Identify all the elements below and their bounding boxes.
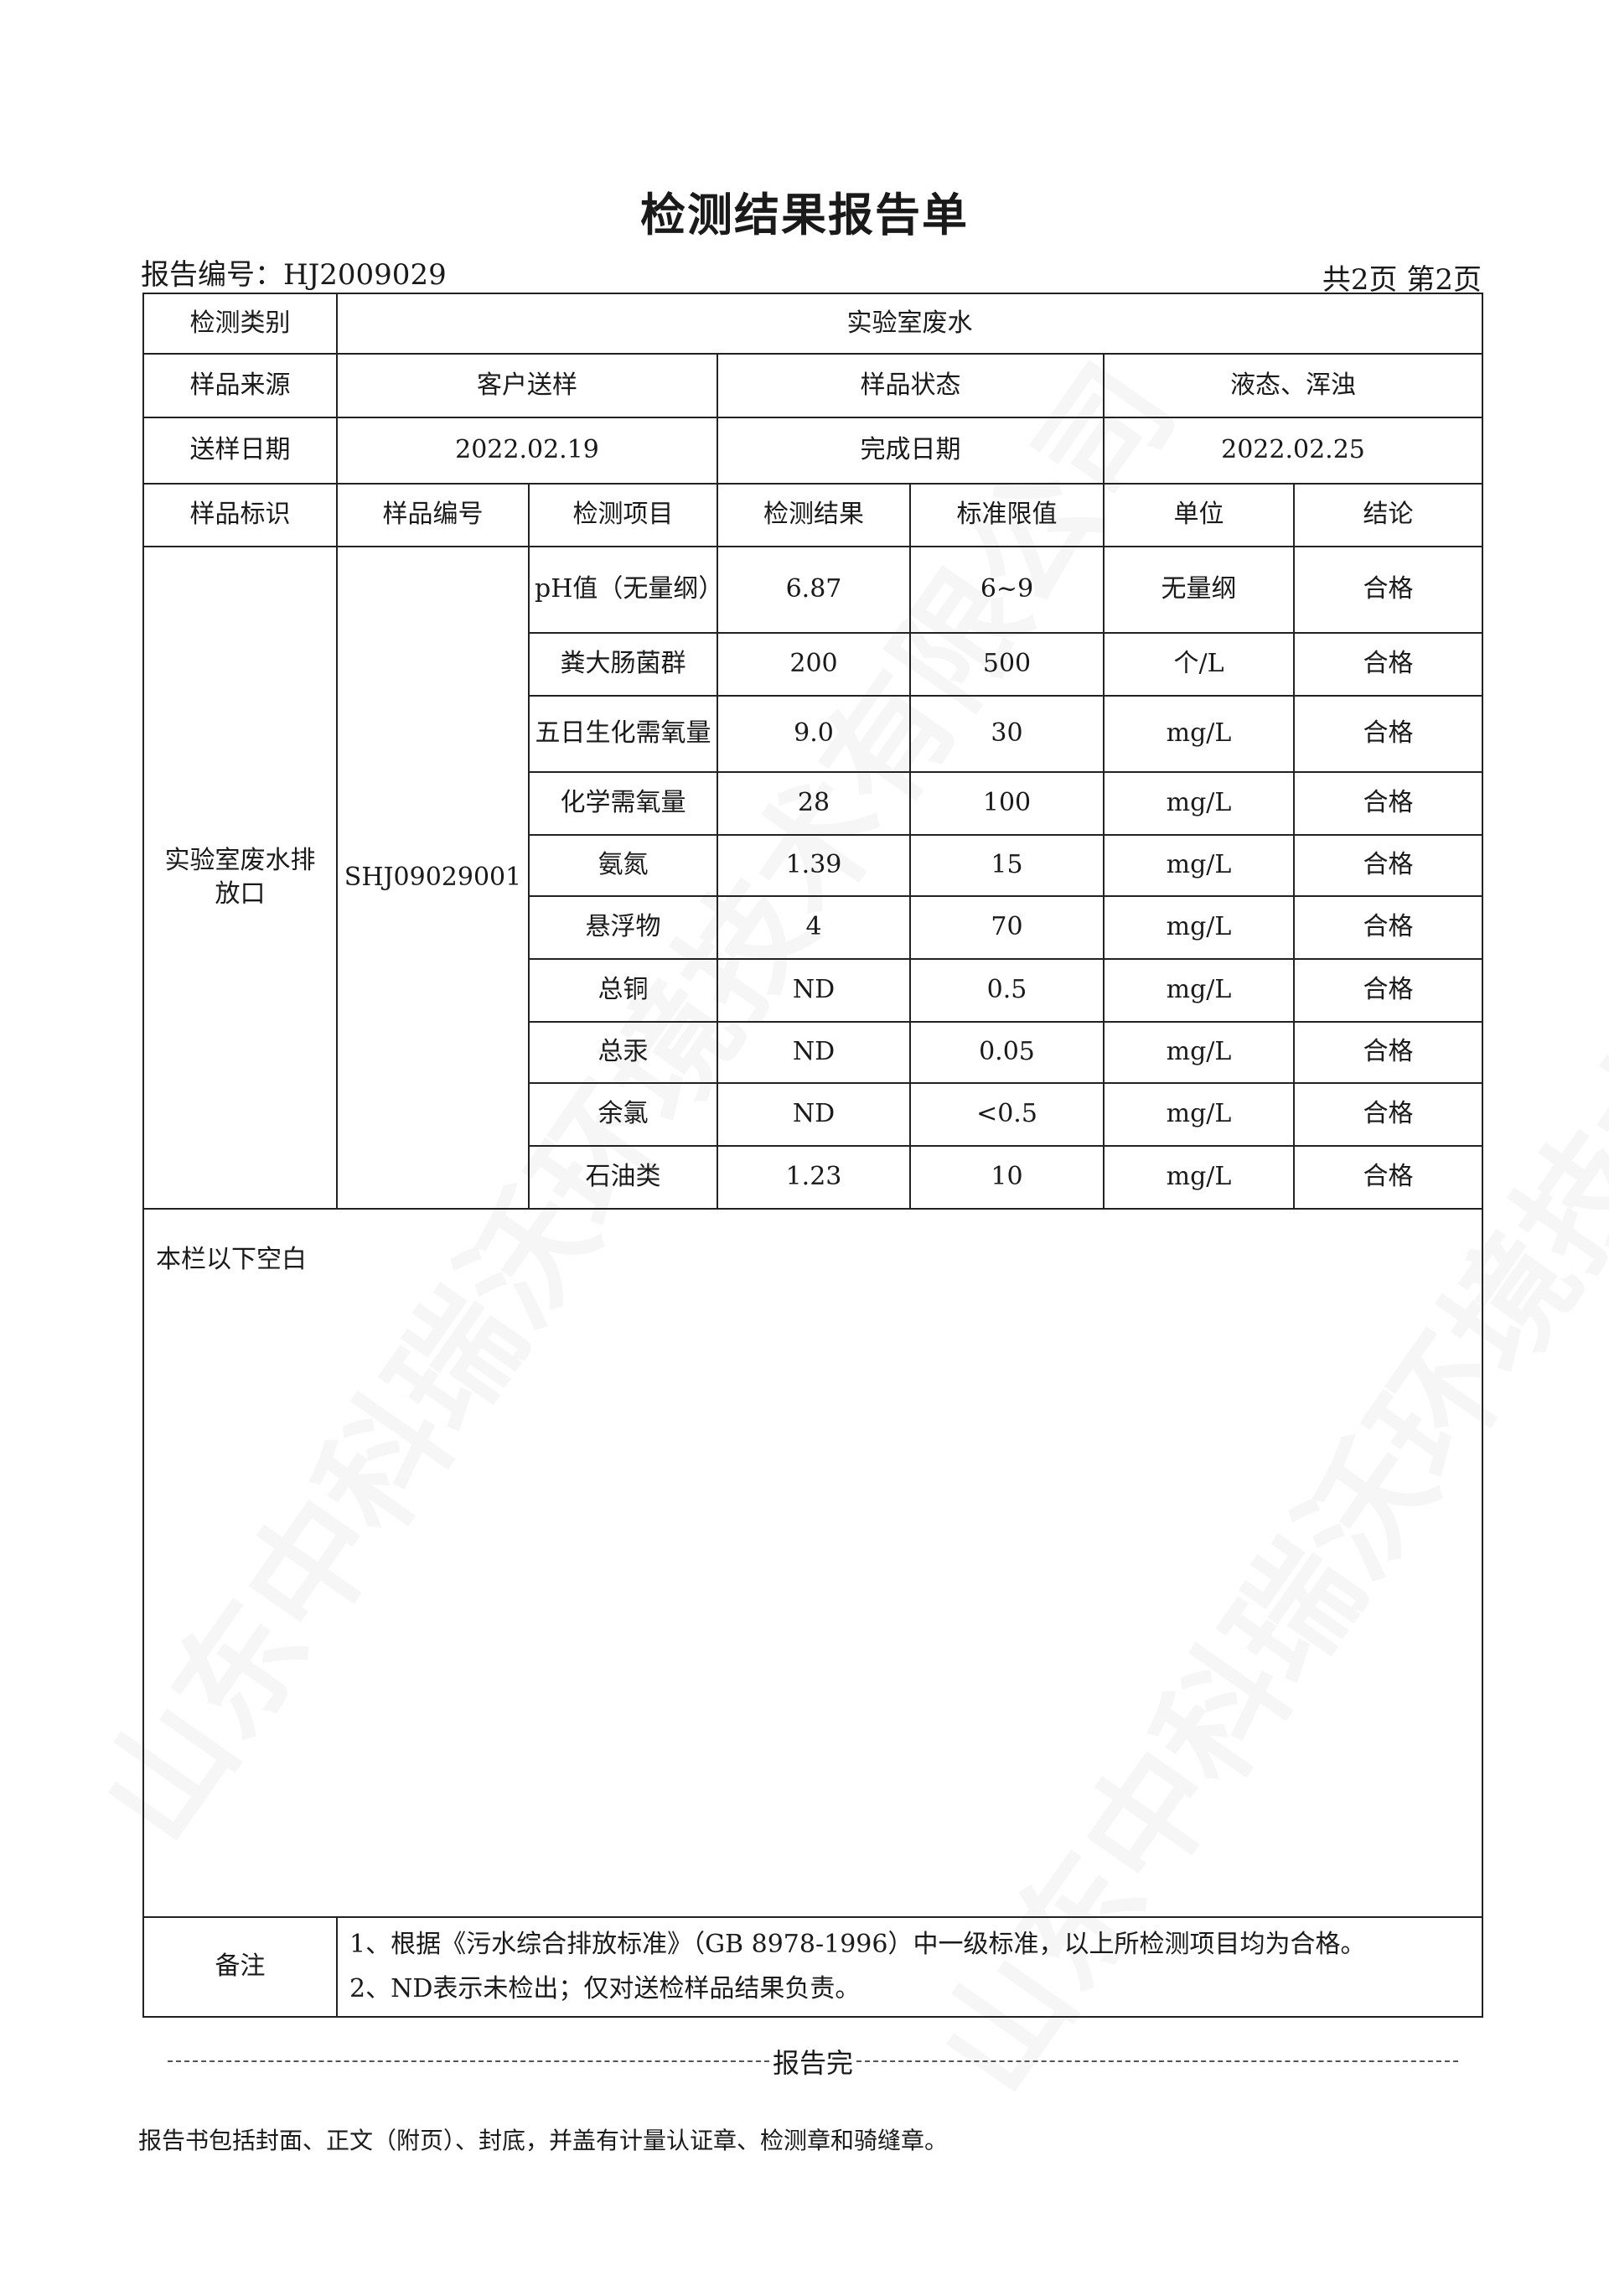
cell-item: 氨氮 <box>528 834 718 897</box>
cell-limit: <0.5 <box>909 1082 1105 1147</box>
table-row: 总汞 ND 0.05 mg/L 合格 <box>143 1021 1484 1084</box>
send-date-value: 2022.02.19 <box>336 417 718 485</box>
table-row: 粪大肠菌群 200 500 个/L 合格 <box>143 632 1484 697</box>
report-end-text: 报告完 <box>773 2047 854 2079</box>
column-header: 检测项目 <box>528 483 718 547</box>
cell-conclusion: 合格 <box>1292 546 1484 634</box>
report-number: 报告编号：HJ2009029 <box>141 258 447 292</box>
column-header: 标准限值 <box>909 483 1105 547</box>
cell-item: 悬浮物 <box>528 895 718 960</box>
cell-result: 28 <box>717 771 911 836</box>
column-header: 检测结果 <box>717 483 911 547</box>
cell-limit: 10 <box>909 1145 1105 1210</box>
divider <box>856 2060 1459 2062</box>
cell-limit: 30 <box>909 695 1105 773</box>
sample-number: SHJ09029001 <box>336 546 530 1210</box>
remark-line: 2、ND表示未检出；仅对送检样品结果负责。 <box>349 1973 861 2003</box>
source-value: 客户送样 <box>336 353 718 418</box>
cell-item: 总汞 <box>528 1021 718 1084</box>
finish-date-label: 完成日期 <box>717 417 1105 485</box>
cell-conclusion: 合格 <box>1292 834 1484 897</box>
remarks-content: 1、根据《污水综合排放标准》（GB 8978-1996）中一级标准，以上所检测项… <box>335 1916 1484 2018</box>
page-title: 检测结果报告单 <box>640 189 969 241</box>
cell-result: 200 <box>717 632 911 697</box>
cell-limit: 0.5 <box>909 958 1105 1023</box>
cell-result: 6.87 <box>717 546 911 634</box>
cell-conclusion: 合格 <box>1292 1145 1484 1210</box>
cell-limit: 0.05 <box>909 1021 1105 1084</box>
cell-limit: 500 <box>909 632 1105 697</box>
cell-result: ND <box>717 958 911 1023</box>
cell-item: 石油类 <box>528 1145 718 1210</box>
remark-line: 1、根据《污水综合排放标准》（GB 8978-1996）中一级标准，以上所检测项… <box>349 1930 1366 1959</box>
cell-result: 4 <box>717 895 911 960</box>
cell-item: 化学需氧量 <box>528 771 718 836</box>
category-value: 实验室废水 <box>335 293 1484 355</box>
column-header: 结论 <box>1292 483 1484 547</box>
cell-conclusion: 合格 <box>1292 958 1484 1023</box>
source-label: 样品来源 <box>142 353 338 418</box>
results-table: 检测类别 实验室废水 样品来源 客户送样 样品状态 液态、浑浊 送样日期 202… <box>142 293 1484 2018</box>
cell-conclusion: 合格 <box>1292 771 1484 836</box>
cell-conclusion: 合格 <box>1292 1021 1484 1084</box>
table-row: 石油类 1.23 10 mg/L 合格 <box>143 1145 1484 1210</box>
finish-date-value: 2022.02.25 <box>1102 417 1484 485</box>
cell-item: 余氯 <box>528 1082 718 1147</box>
table-row: 化学需氧量 28 100 mg/L 合格 <box>143 771 1484 836</box>
cell-unit: mg/L <box>1103 695 1295 773</box>
cell-unit: mg/L <box>1103 1021 1295 1084</box>
cell-unit: mg/L <box>1103 771 1295 836</box>
cell-limit: 100 <box>909 771 1105 836</box>
cell-item: 五日生化需氧量 <box>528 695 718 773</box>
divider <box>168 2060 769 2062</box>
table-row: 总铜 ND 0.5 mg/L 合格 <box>143 958 1484 1023</box>
cell-item: pH值（无量纲） <box>528 546 723 634</box>
table-row: 五日生化需氧量 9.0 30 mg/L 合格 <box>143 695 1484 773</box>
cell-unit: 无量纲 <box>1103 546 1295 634</box>
cell-result: 1.39 <box>717 834 911 897</box>
cell-unit: mg/L <box>1103 1082 1295 1147</box>
cell-unit: mg/L <box>1103 834 1295 897</box>
cell-conclusion: 合格 <box>1292 895 1484 960</box>
table-row: 悬浮物 4 70 mg/L 合格 <box>143 895 1484 960</box>
cell-conclusion: 合格 <box>1292 695 1484 773</box>
remarks-label: 备注 <box>142 1916 338 2018</box>
cell-item: 粪大肠菌群 <box>528 632 718 697</box>
state-label: 样品状态 <box>717 353 1105 418</box>
report-end: 报告完 <box>168 2042 1459 2081</box>
cell-result: 9.0 <box>717 695 911 773</box>
table-row: 余氯 ND <0.5 mg/L 合格 <box>143 1082 1484 1147</box>
cell-unit: mg/L <box>1103 1145 1295 1210</box>
column-header: 样品编号 <box>336 483 530 547</box>
page-count: 共2页 第2页 <box>1322 263 1482 297</box>
cell-limit: 6~9 <box>909 546 1105 634</box>
category-label: 检测类别 <box>142 293 338 355</box>
state-value: 液态、浑浊 <box>1102 353 1484 418</box>
send-date-label: 送样日期 <box>142 417 338 485</box>
table-row: 氨氮 1.39 15 mg/L 合格 <box>143 834 1484 897</box>
cell-limit: 70 <box>909 895 1105 960</box>
cell-limit: 15 <box>909 834 1105 897</box>
cell-unit: 个/L <box>1103 632 1295 697</box>
cell-conclusion: 合格 <box>1292 632 1484 697</box>
column-header: 单位 <box>1103 483 1295 547</box>
cell-conclusion: 合格 <box>1292 1082 1484 1147</box>
footnote: 报告书包括封面、正文（附页）、封底，并盖有计量认证章、检测章和骑缝章。 <box>138 2127 949 2154</box>
table-row: 实验室废水排放口 SHJ09029001 pH值（无量纲） 6.87 6~9 无量纲 合格 <box>142 546 1484 1210</box>
cell-unit: mg/L <box>1103 895 1295 960</box>
column-headers: 样品标识 样品编号 检测项目 检测结果 标准限值 单位 结论 <box>142 483 1484 547</box>
cell-unit: mg/L <box>1103 958 1295 1023</box>
cell-result: ND <box>717 1021 911 1084</box>
sample-id: 实验室废水排放口 <box>142 546 338 1210</box>
blank-note: 本栏以下空白 <box>142 1208 1484 1918</box>
cell-item: 总铜 <box>528 958 718 1023</box>
cell-result: 1.23 <box>717 1145 911 1210</box>
cell-result: ND <box>717 1082 911 1147</box>
column-header: 样品标识 <box>142 483 338 547</box>
